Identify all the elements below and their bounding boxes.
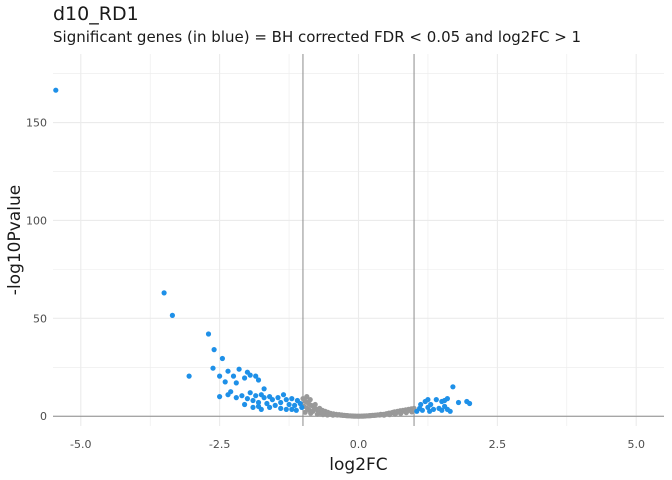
chart-subtitle: Significant genes (in blue) = BH correct… [53,28,582,46]
significant-gene-point [427,408,433,414]
significant-gene-point [250,404,256,410]
significant-gene-point [275,395,281,401]
significant-gene-point [253,373,259,379]
significant-gene-point [283,397,289,403]
significant-gene-point [255,377,262,383]
significant-gene-point [210,365,216,371]
significant-gene-point [419,407,425,413]
non-significant-gene-point [403,410,409,416]
significant-gene-point [467,400,473,407]
x-tick-label: 5.0 [627,438,645,451]
significant-gene-point [250,397,256,404]
non-significant-gene-point [387,412,393,418]
y-tick-label: 100 [26,214,47,227]
significant-gene-point [278,405,284,411]
significant-gene-point [283,406,289,412]
x-tick-label: 2.5 [489,438,507,451]
significant-gene-point [211,347,217,353]
significant-gene-point [239,393,245,399]
significant-gene-point [444,396,450,402]
significant-gene-point [439,407,445,413]
significant-gene-point [289,396,295,402]
significant-gene-point [258,406,264,412]
chart-title: d10_RD1 [53,3,139,25]
significant-gene-point [222,379,228,385]
significant-gene-point [289,406,295,412]
significant-gene-point [299,404,305,410]
significant-gene-point [293,407,299,413]
significant-gene-point [161,290,167,296]
significant-gene-point [428,401,434,408]
significant-gene-point [225,368,231,374]
significant-gene-point [244,396,250,402]
non-significant-gene-point [324,412,330,418]
x-tick-label: -2.5 [209,438,230,451]
significant-gene-point [236,366,242,372]
significant-gene-point [286,401,292,408]
significant-gene-point [292,402,298,408]
axis-layer: -5.0 -2.5 0.0 2.5 5.0 0 50 100 150 log2FC -log10Pv… [5,117,645,475]
non-significant-gene-point [302,409,308,415]
significant-gene-point [247,372,253,378]
non-significant-gene-point [409,409,415,415]
non-significant-gene-point [320,412,326,418]
y-tick-label: 150 [26,117,47,130]
significant-gene-point [447,408,453,414]
significant-gene-point [278,399,284,406]
non-significant-gene-point [312,401,318,408]
non-significant-gene-point [308,410,314,416]
significant-gene-point [228,389,234,395]
significant-gene-point [219,355,225,362]
significant-gene-point [169,312,175,318]
significant-gene-point [233,380,239,386]
grid-layer [53,54,664,426]
significant-gene-point [186,373,192,379]
significant-gene-point [217,373,223,379]
significant-gene-point [418,401,424,408]
significant-gene-point [297,400,303,407]
non-significant-gene-point [381,412,387,418]
significant-gene-point [230,373,237,379]
significant-gene-point [53,87,59,93]
significant-gene-point [425,397,431,403]
x-tick-label: 0.0 [350,438,368,451]
significant-gene-point [261,395,267,401]
significant-gene-point [267,404,273,410]
non-significant-gene-point [304,394,310,400]
significant-gene-point [255,399,262,406]
points-layer [53,87,473,419]
significant-gene-point [430,406,437,412]
significant-gene-point [261,386,267,392]
significant-gene-point [247,390,253,396]
non-significant-gene-point [314,411,320,417]
significant-gene-point [217,394,223,400]
y-tick-label: 0 [40,410,47,423]
y-axis-label: -log10Pvalue [5,185,25,295]
significant-gene-point [269,397,275,403]
significant-gene-point [242,401,248,408]
non-significant-gene-point [307,397,313,403]
non-significant-gene-point [398,410,404,417]
significant-gene-point [455,399,462,406]
y-tick-label: 50 [33,312,47,325]
significant-gene-point [433,397,439,403]
significant-gene-point [205,331,212,337]
significant-gene-point [450,384,456,390]
x-tick-label: -5.0 [70,438,91,451]
significant-gene-point [242,375,248,381]
significant-gene-point [233,395,239,401]
significant-gene-point [272,402,278,408]
non-significant-gene-point [330,412,336,418]
x-axis-label: log2FC [329,455,387,475]
non-significant-gene-point [392,411,398,417]
significant-gene-point [253,393,259,399]
significant-gene-point [264,400,270,407]
significant-gene-point [280,392,287,398]
